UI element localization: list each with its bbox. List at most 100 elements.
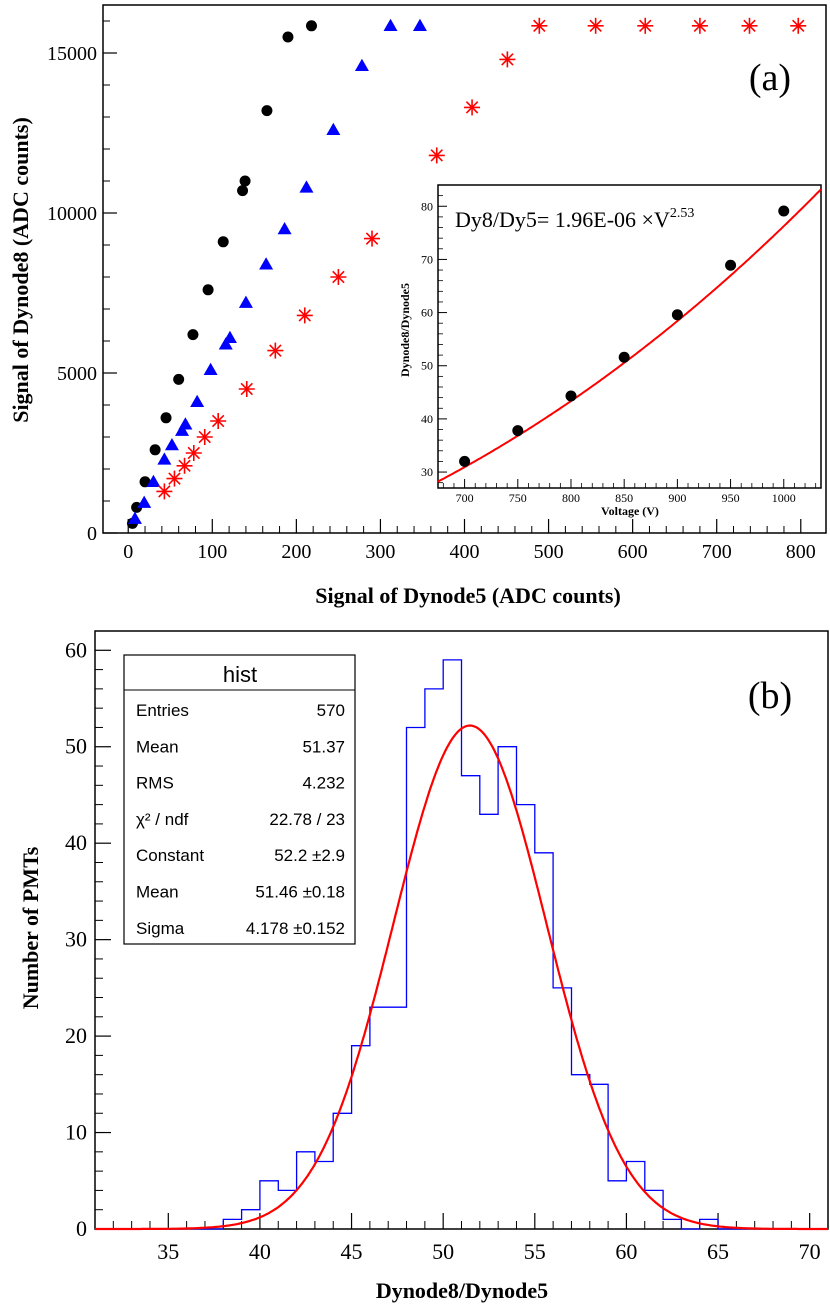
histogram-outline: [95, 659, 828, 1230]
y-tick-label: 0: [87, 523, 97, 545]
data-point-star: [499, 51, 516, 68]
y-tick-label: 20: [65, 1023, 87, 1048]
data-point-triangle: [412, 18, 427, 32]
inset-fit-formula: Dy8/Dy5= 1.96E-06 ×V: [455, 207, 670, 232]
y-tick-label: 40: [65, 830, 87, 855]
data-point-triangle: [178, 417, 193, 430]
y-tick-label: 10000: [47, 203, 97, 225]
panel-b-ylabel: Number of PMTs: [18, 846, 43, 1009]
data-point-triangle: [222, 330, 237, 344]
data-point-star: [196, 429, 213, 445]
x-tick-label: 40: [249, 1239, 271, 1264]
stats-box-frame: [123, 654, 356, 945]
star-stroke: [298, 309, 311, 322]
data-point-circle: [305, 20, 317, 32]
panel-b: 35 40 45 50 55 60 65 70 0 10 20 30 40 50 60 (b) Dynode…: [18, 630, 829, 1303]
data-point-triangle: [146, 474, 161, 488]
data-point-star: [691, 17, 708, 34]
panel-a-ylabel: Signal of Dynode8 (ADC counts): [8, 117, 33, 423]
data-point-star: [330, 269, 347, 285]
data-point-star: [210, 413, 227, 429]
star-stroke: [430, 149, 443, 162]
data-point-star: [364, 230, 381, 247]
data-point-triangle: [164, 438, 179, 451]
star-stroke: [693, 19, 707, 33]
data-point-triangle: [326, 122, 341, 136]
data-point-triangle: [137, 495, 152, 508]
star-stroke: [792, 19, 805, 33]
stats-row-value: 52.2 ±2.9: [274, 846, 345, 865]
data-point-star: [790, 17, 807, 34]
panel-a-xlabel: Signal of Dynode5 (ADC counts): [315, 583, 621, 608]
data-point-triangle: [354, 58, 369, 72]
data-point-circle: [160, 412, 172, 424]
inset-fit-label: Dy8/Dy5= 1.96E-06 ×V2.53: [455, 206, 694, 232]
star-stroke: [187, 446, 201, 460]
x-tick-label: 600: [618, 541, 648, 563]
inset-plot: 700 750 800 850 900 950 1000 30 40 50 60 70 80 Dy8/D…: [398, 184, 822, 518]
y-tick-label: 10: [65, 1120, 87, 1145]
data-point-circle: [139, 476, 151, 488]
y-tick-label: 0: [76, 1216, 87, 1241]
data-point-star: [637, 17, 654, 34]
data-point-triangle: [175, 423, 190, 436]
star-stroke: [533, 19, 546, 33]
star-stroke: [168, 472, 181, 485]
data-point-triangle: [383, 18, 398, 32]
data-point-circle: [149, 444, 161, 456]
inset-y-tick-label: 50: [421, 359, 433, 373]
star-stroke: [332, 270, 345, 284]
stats-box-rows: Entries 570 Mean 51.37 RMS 4.232 χ² / ndf 22.78…: [136, 701, 345, 938]
data-point-star: [587, 17, 604, 34]
panel-a-series: [126, 17, 807, 529]
stats-row-label: Sigma: [136, 919, 185, 938]
x-tick-label: 200: [281, 541, 311, 563]
inset-data-point: [565, 390, 577, 402]
gaussian-fit-curve: [95, 724, 828, 1231]
panel-a-label: (a): [749, 57, 791, 99]
star-stroke: [743, 19, 756, 33]
star-stroke: [589, 19, 602, 33]
data-point-triangle: [259, 257, 274, 270]
stats-row-value: 51.46 ±0.18: [255, 883, 345, 902]
inset-tick-labels: 700 750 800 850 900 950 1000 30 40 50 60 70 80: [421, 199, 796, 505]
inset-data-point: [459, 455, 471, 467]
x-tick-label: 55: [524, 1239, 546, 1264]
data-point-star: [156, 483, 173, 500]
data-point-circle: [217, 236, 229, 248]
panel-a: 0 100 200 300 400 500 600 700 800 0 5000 10000 15000…: [8, 4, 827, 608]
stats-box: hist Entries 570 Mean 51.37 RMS 4.232 χ² / ndf…: [123, 654, 356, 945]
stats-row-value: 51.37: [302, 737, 345, 756]
data-point-triangle: [218, 337, 233, 350]
data-point-circle: [187, 329, 199, 341]
inset-y-tick-label: 40: [421, 412, 433, 426]
data-point-circle: [261, 105, 273, 117]
data-point-triangle: [238, 295, 253, 308]
panel-b-xlabel: Dynode8/Dynode5: [376, 1278, 548, 1303]
stats-row-label: Mean: [136, 737, 179, 756]
stats-box-title: hist: [223, 662, 257, 687]
data-point-star: [464, 99, 481, 116]
data-point-triangle: [299, 180, 314, 193]
panel-b-label: (b): [748, 675, 792, 717]
data-point-star: [267, 342, 284, 359]
y-tick-label: 5000: [57, 363, 97, 385]
x-tick-label: 0: [123, 541, 133, 563]
star-stroke: [198, 430, 211, 444]
data-point-star: [531, 17, 548, 34]
x-tick-label: 50: [432, 1239, 454, 1264]
inset-y-tick-label: 60: [421, 306, 433, 320]
x-tick-label: 300: [365, 541, 395, 563]
star-stroke: [158, 485, 171, 498]
x-tick-label: 400: [450, 541, 480, 563]
data-point-circle: [239, 175, 251, 187]
x-tick-label: 500: [534, 541, 564, 563]
data-point-star: [176, 457, 193, 474]
data-point-circle: [173, 373, 185, 385]
inset-x-tick-label: 900: [668, 491, 686, 505]
x-tick-label: 800: [786, 541, 816, 563]
star-stroke: [465, 101, 479, 114]
stats-row-label: Entries: [136, 701, 189, 720]
inset-data-point: [618, 351, 630, 363]
